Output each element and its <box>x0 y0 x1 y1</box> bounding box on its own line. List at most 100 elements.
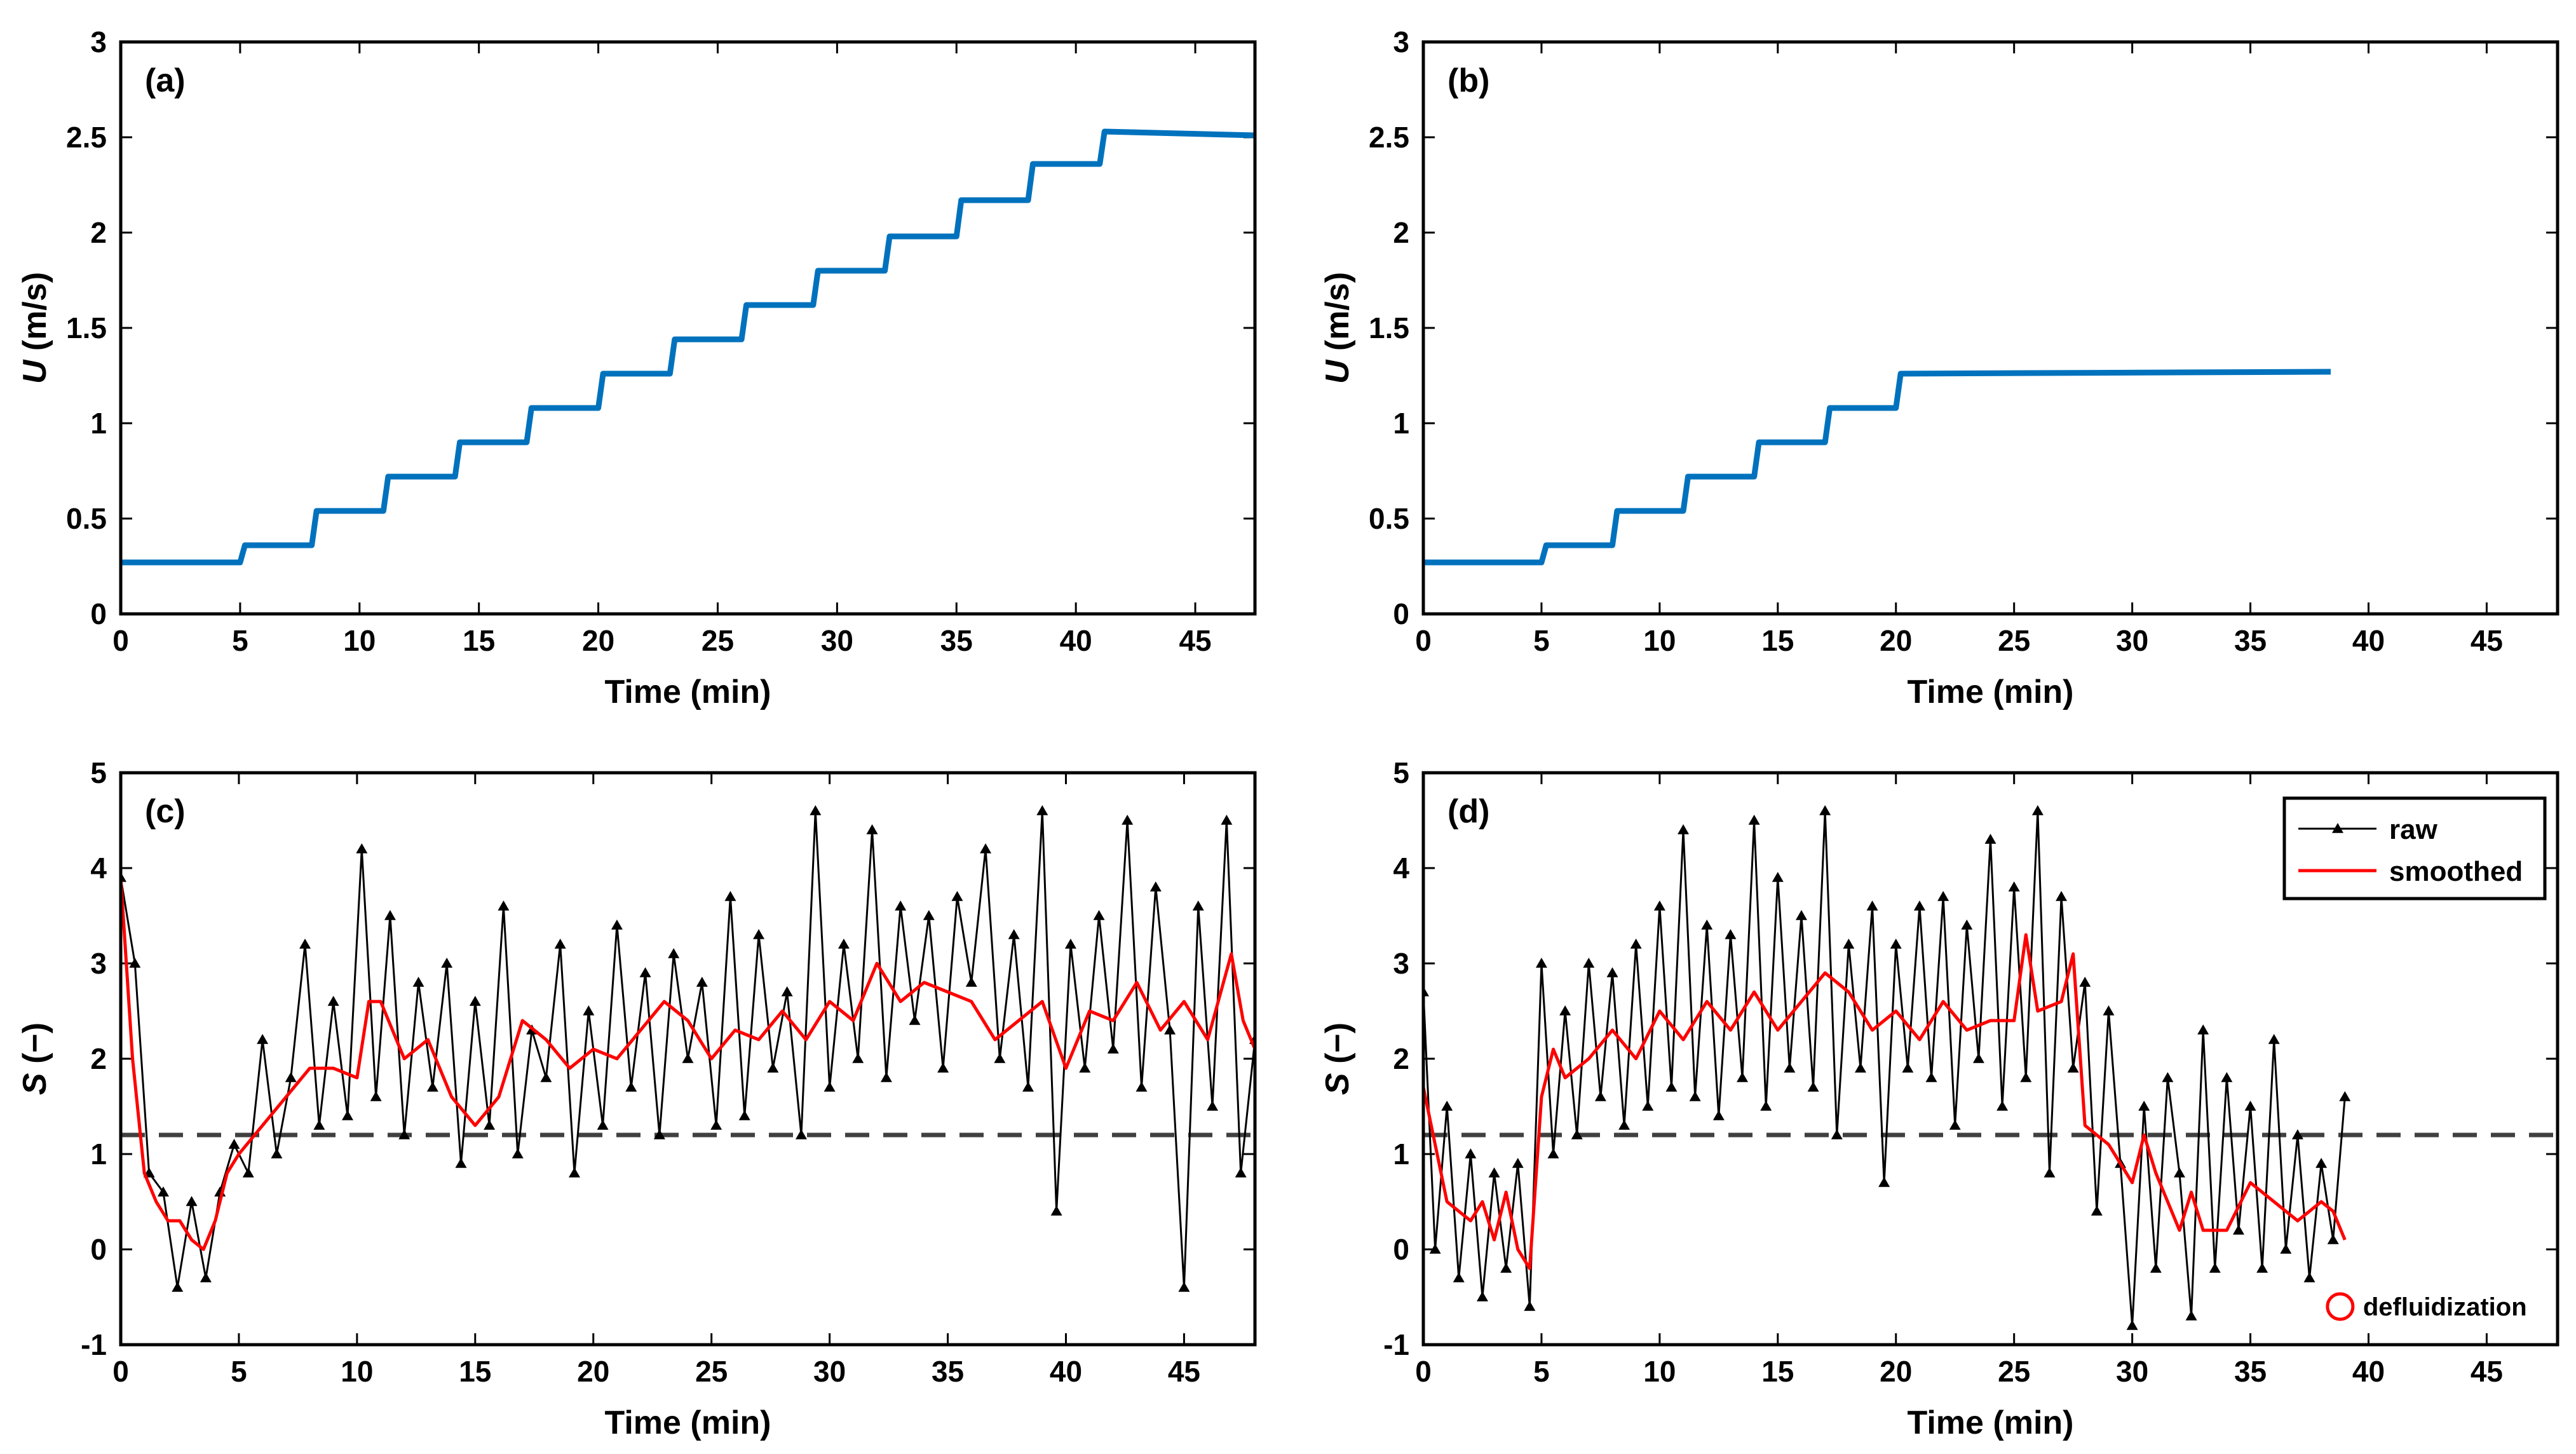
data-point <box>980 843 992 853</box>
x-tick-label: 25 <box>702 624 734 657</box>
y-tick-label: 5 <box>1393 756 1409 789</box>
data-point <box>313 1120 325 1130</box>
data-point <box>1535 958 1547 968</box>
data-point <box>895 900 907 911</box>
axes-frame <box>1421 40 2559 616</box>
data-point <box>1512 1158 1524 1168</box>
data-point <box>1178 1282 1190 1292</box>
x-tick-label: 15 <box>1761 1355 1794 1388</box>
x-tick-label: 30 <box>2116 624 2148 657</box>
x-tick-label: 0 <box>1415 1355 1432 1388</box>
data-point <box>937 1063 949 1073</box>
data-point <box>923 910 935 920</box>
data-point <box>1725 929 1737 939</box>
data-point <box>1996 1101 2009 1111</box>
data-point <box>1925 1072 1937 1082</box>
data-point <box>1878 1177 1890 1187</box>
data-point <box>2150 1263 2162 1273</box>
data-point <box>852 1053 864 1063</box>
data-point <box>2020 1072 2032 1082</box>
data-point <box>639 967 651 977</box>
y-tick-label: 2 <box>1393 216 1409 249</box>
x-tick-label: 35 <box>932 1355 964 1388</box>
data-point <box>1149 881 1162 892</box>
data-point <box>1429 1244 1441 1254</box>
x-tick-label: 5 <box>1533 1355 1550 1388</box>
data-point <box>455 1158 467 1168</box>
data-point <box>1902 1063 1914 1073</box>
panel-label: (c) <box>145 793 186 830</box>
axes-frame <box>1421 771 2559 1347</box>
data-point <box>837 939 850 949</box>
data-point <box>1712 1110 1725 1120</box>
data-point <box>1107 1043 1119 1054</box>
legend-marker-raw <box>2332 823 2343 833</box>
data-point <box>696 977 708 987</box>
data-point <box>796 1129 807 1139</box>
data-point <box>242 1167 254 1178</box>
annotation-label: defluidization <box>2363 1293 2527 1321</box>
data-point <box>1606 967 1618 977</box>
data-point <box>1678 824 1690 834</box>
x-tick-label: 30 <box>813 1355 846 1388</box>
data-point <box>469 996 481 1006</box>
data-point <box>569 1167 580 1178</box>
data-point <box>2291 1129 2303 1139</box>
x-tick-label: 20 <box>582 624 614 657</box>
y-tick-label: 2.5 <box>66 121 107 154</box>
data-point <box>129 958 141 968</box>
series-line-smoothed <box>121 877 1255 1251</box>
x-tick-label: 45 <box>2471 1355 2503 1388</box>
y-tick-label: 3 <box>1393 25 1409 58</box>
data-point <box>1984 834 1996 844</box>
data-point <box>2303 1272 2315 1282</box>
x-tick-label: 35 <box>2234 1355 2267 1388</box>
data-point <box>1583 958 1595 968</box>
data-point <box>370 1091 382 1101</box>
data-point <box>1122 815 1134 825</box>
data-point <box>2185 1310 2197 1321</box>
x-tick-label: 25 <box>695 1355 728 1388</box>
data-point <box>1843 939 1855 949</box>
x-tick-label: 15 <box>459 1355 491 1388</box>
axes-frame <box>119 771 1257 1347</box>
data-point <box>257 1034 269 1044</box>
x-tick-label: 30 <box>821 624 853 657</box>
data-point <box>682 1053 694 1063</box>
y-tick-label: -1 <box>1383 1328 1409 1361</box>
data-point <box>1559 1005 1571 1016</box>
data-point <box>2244 1101 2256 1111</box>
y-axis-label: S (−) <box>17 1023 53 1095</box>
data-point <box>597 1120 609 1130</box>
data-point <box>738 1110 750 1120</box>
data-point <box>271 1148 283 1158</box>
y-tick-label: 2 <box>1393 1042 1409 1075</box>
data-point <box>866 824 878 834</box>
plot-area <box>121 805 1255 1292</box>
x-tick-label: 10 <box>343 624 376 657</box>
series-line-U <box>1423 369 2331 566</box>
data-point <box>1796 910 1807 920</box>
data-point <box>1772 872 1784 882</box>
data-point <box>1913 900 1925 911</box>
data-point <box>2268 1034 2280 1044</box>
x-tick-label: 25 <box>1998 1355 2030 1388</box>
data-point <box>1524 1301 1536 1311</box>
data-point <box>824 1082 836 1092</box>
x-tick-label: 40 <box>2352 624 2385 657</box>
data-point <box>1748 815 1760 825</box>
data-point <box>2008 881 2020 892</box>
data-point <box>1642 1101 1654 1111</box>
data-point <box>299 939 311 949</box>
data-point <box>2126 1320 2138 1330</box>
x-tick-label: 0 <box>1415 624 1432 657</box>
y-tick-label: 0.5 <box>1369 502 1409 535</box>
data-point <box>2079 977 2091 987</box>
chart-panel-a: 0 5 10 15 20 25 30 35 40 45 0 0.5 1 1.5 2 2.5 3 Time (min… <box>17 25 1257 710</box>
data-point <box>412 977 424 987</box>
data-point <box>1476 1291 1488 1301</box>
data-point <box>2315 1158 2328 1168</box>
data-point <box>1465 1148 1477 1158</box>
data-point <box>710 1120 722 1130</box>
data-point <box>1036 805 1048 815</box>
